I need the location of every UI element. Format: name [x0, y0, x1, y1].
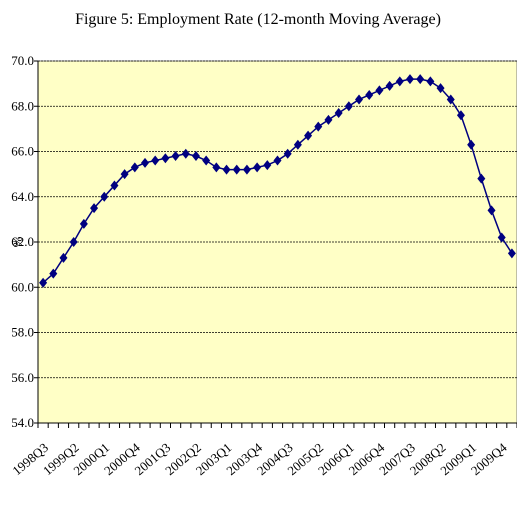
data-point [487, 205, 496, 216]
data-point [283, 148, 292, 159]
chart-title: Figure 5: Employment Rate (12-month Movi… [75, 11, 441, 28]
y-tick-label: 64.0 [11, 189, 34, 204]
data-point [151, 155, 160, 166]
data-point [232, 164, 241, 175]
data-point [181, 148, 190, 159]
data-point [263, 160, 272, 171]
data-point [39, 277, 48, 288]
data-point [69, 237, 78, 247]
data-point [171, 151, 180, 162]
data-point [365, 89, 374, 100]
data-point [141, 157, 150, 168]
data-point [324, 114, 333, 125]
data-point [385, 80, 394, 91]
y-tick-label: 62.0 [11, 234, 34, 249]
data-point [202, 155, 211, 166]
data-point [507, 248, 516, 259]
data-point [191, 151, 200, 162]
data-point [59, 252, 68, 263]
plot-area [37, 60, 517, 424]
data-point [79, 218, 88, 229]
y-tick-label: 56.0 [11, 370, 34, 385]
data-point [405, 74, 414, 85]
data-point [49, 268, 58, 279]
data-point [477, 173, 486, 184]
data-point [212, 162, 221, 173]
data-point [334, 108, 343, 119]
y-axis-label: % [10, 236, 25, 247]
y-tick-label: 58.0 [11, 325, 34, 340]
data-point [375, 85, 384, 96]
data-point [456, 110, 465, 121]
y-tick-label: 70.0 [11, 53, 34, 68]
y-tick-label: 54.0 [11, 415, 34, 430]
data-point [314, 121, 323, 132]
data-point [222, 164, 231, 175]
data-point [436, 83, 445, 94]
data-point [344, 101, 353, 112]
data-point [242, 164, 251, 175]
data-point [110, 180, 119, 191]
data-point [497, 232, 506, 243]
data-point [395, 76, 404, 87]
data-point [161, 153, 170, 164]
data-point [355, 94, 364, 105]
y-tick-label: 60.0 [11, 279, 34, 294]
data-point [100, 191, 109, 202]
data-point [130, 162, 139, 173]
data-point [467, 139, 476, 150]
data-point [120, 169, 129, 180]
data-point [90, 203, 99, 214]
data-point [293, 139, 302, 150]
y-tick-label: 66.0 [11, 144, 34, 159]
data-point [253, 162, 262, 173]
y-tick-label: 68.0 [11, 98, 34, 113]
data-point [446, 94, 455, 105]
data-point [416, 74, 425, 85]
data-point [426, 76, 435, 87]
data-point [273, 155, 282, 166]
x-tick-label: 2009Q4 [468, 439, 510, 478]
data-point [304, 130, 313, 141]
